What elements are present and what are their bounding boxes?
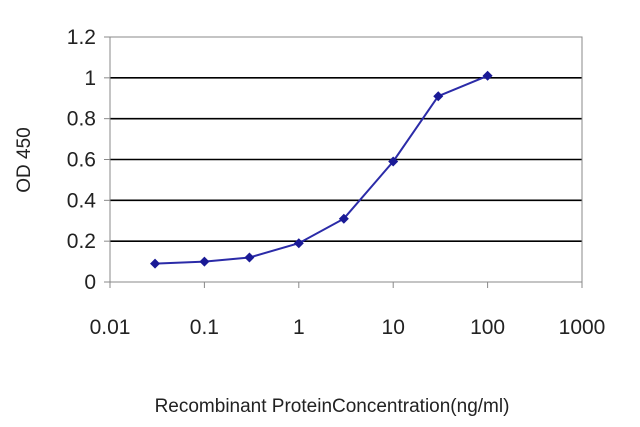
y-tick-label-4: 0.8	[67, 108, 96, 131]
x-tick-label-0: 0.01	[90, 316, 131, 339]
y-tick-label-5: 1	[84, 67, 96, 90]
grid-layer	[110, 77, 582, 242]
data-point-0-1	[199, 256, 210, 267]
x-tick-label-5: 1000	[559, 316, 606, 339]
series-line-0	[154, 74, 488, 265]
data-point-0-7	[482, 70, 493, 81]
data-point-0-3	[293, 238, 304, 249]
x-tick-label-2: 1	[293, 316, 305, 339]
x-tick-label-3: 10	[382, 316, 405, 339]
y-tick-label-3: 0.6	[67, 149, 96, 172]
data-point-0-6	[433, 91, 444, 102]
data-point-0-4	[338, 213, 349, 224]
y-axis-title: OD 450	[14, 127, 35, 192]
y-tick-label-2: 0.4	[67, 189, 97, 212]
x-tick-label-4: 100	[470, 316, 505, 339]
data-point-0-0	[150, 258, 161, 269]
series-layer	[150, 70, 493, 269]
tick-layer: 0 0.2 0.4 0.6 0.8 1 1.2 0.01 0.1 1 10 100 1000	[67, 26, 606, 339]
x-tick-label-1: 0.1	[190, 316, 219, 339]
data-point-0-5	[388, 156, 399, 167]
y-tick-label-1: 0.2	[67, 230, 96, 253]
y-tick-label-0: 0	[84, 271, 96, 294]
y-tick-label-6: 1.2	[67, 26, 96, 49]
x-axis-title: Recombinant ProteinConcentration(ng/ml)	[155, 396, 510, 417]
data-point-0-2	[244, 252, 255, 263]
